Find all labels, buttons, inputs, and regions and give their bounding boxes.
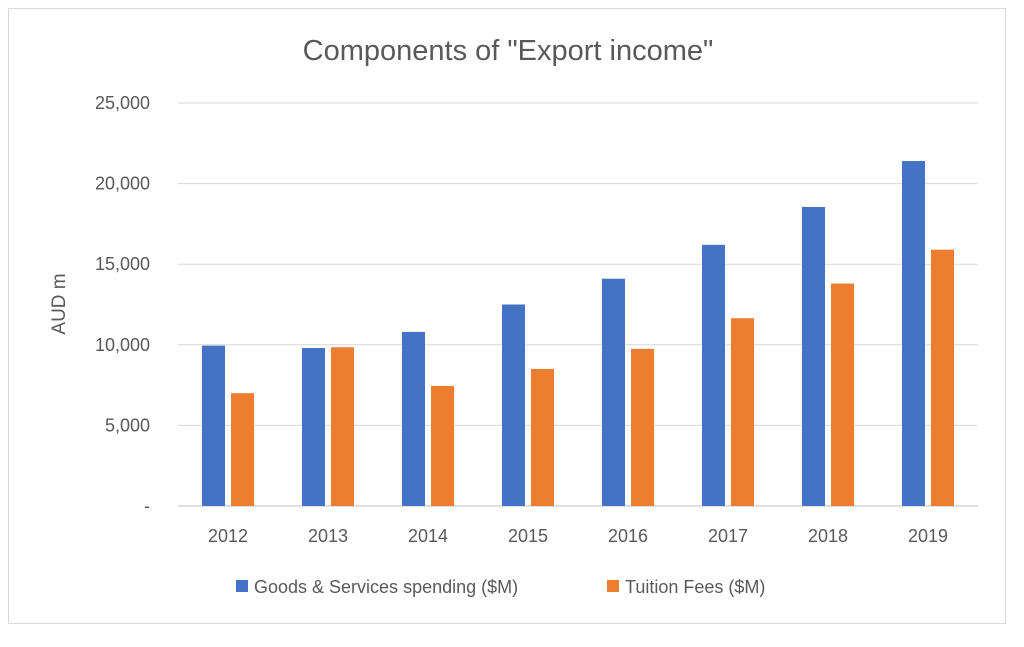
bar-tuition-fees-2019 [931,249,954,506]
legend-swatch [607,580,619,592]
chart-title: Components of "Export income" [303,35,714,67]
y-axis-ticks: - 5,000 10,000 15,000 20,000 25,000 [95,93,150,516]
bar-tuition-fees-2014 [431,385,454,506]
x-tick-label: 2017 [708,526,748,546]
bar-goods-services-2016 [602,278,625,506]
gridlines [178,102,978,507]
y-tick-label: 20,000 [95,174,150,194]
legend-label: Tuition Fees ($M) [625,577,765,597]
bar-goods-services-2015 [502,304,525,506]
x-tick-label: 2014 [408,526,448,546]
x-tick-label: 2012 [208,526,248,546]
y-tick-label: 10,000 [95,335,150,355]
bar-goods-services-2019 [902,161,925,507]
y-tick-label: 5,000 [105,415,150,435]
y-tick-label: 15,000 [95,254,150,274]
x-axis-ticks: 2012 2013 2014 2015 2016 2017 2018 2019 [208,526,948,546]
bar-tuition-fees-2015 [531,368,554,506]
bar-goods-services-2014 [402,331,425,506]
y-axis-label: AUD m [49,273,70,334]
y-tick-label: - [144,496,150,516]
bar-tuition-fees-2017 [731,318,754,506]
legend: Goods & Services spending ($M) Tuition Fe… [236,577,765,597]
x-tick-label: 2015 [508,526,548,546]
bar-tuition-fees-2012 [231,393,254,506]
legend-label: Goods & Services spending ($M) [254,577,518,597]
bar-goods-services-2018 [802,206,825,506]
x-tick-label: 2013 [308,526,348,546]
legend-swatch [236,580,248,592]
bar-goods-services-2017 [702,244,725,506]
bar-goods-services-2013 [302,348,325,506]
bars [202,161,954,507]
bar-tuition-fees-2018 [831,283,854,506]
y-tick-label: 25,000 [95,93,150,113]
bar-goods-services-2012 [202,345,225,506]
x-tick-label: 2018 [808,526,848,546]
bar-tuition-fees-2016 [631,348,654,506]
bar-tuition-fees-2013 [331,347,354,506]
x-tick-label: 2019 [908,526,948,546]
x-tick-label: 2016 [608,526,648,546]
